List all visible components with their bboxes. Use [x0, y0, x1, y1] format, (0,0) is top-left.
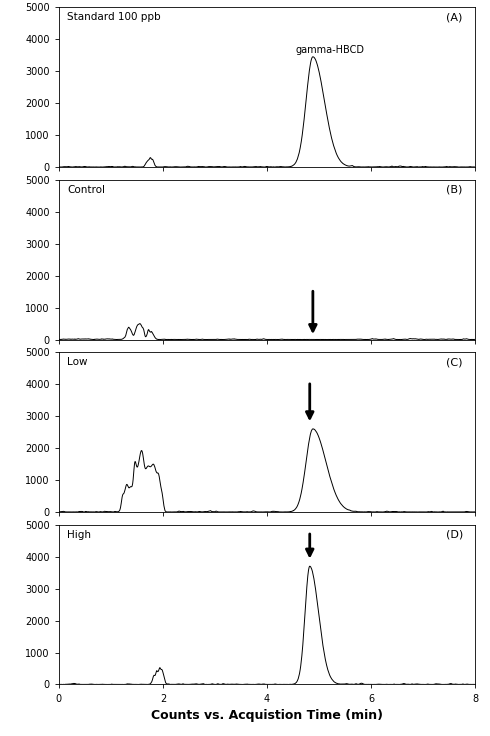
X-axis label: Counts vs. Acquistion Time (min): Counts vs. Acquistion Time (min): [151, 709, 383, 722]
Text: gamma-HBCD: gamma-HBCD: [295, 46, 365, 55]
Text: Low: Low: [67, 357, 88, 367]
Text: Standard 100 ppb: Standard 100 ppb: [67, 13, 161, 22]
Text: (A): (A): [446, 13, 463, 22]
Text: (C): (C): [446, 357, 463, 367]
Text: (B): (B): [446, 185, 463, 194]
Text: High: High: [67, 530, 91, 539]
Text: (D): (D): [445, 530, 463, 539]
Text: Control: Control: [67, 185, 105, 194]
